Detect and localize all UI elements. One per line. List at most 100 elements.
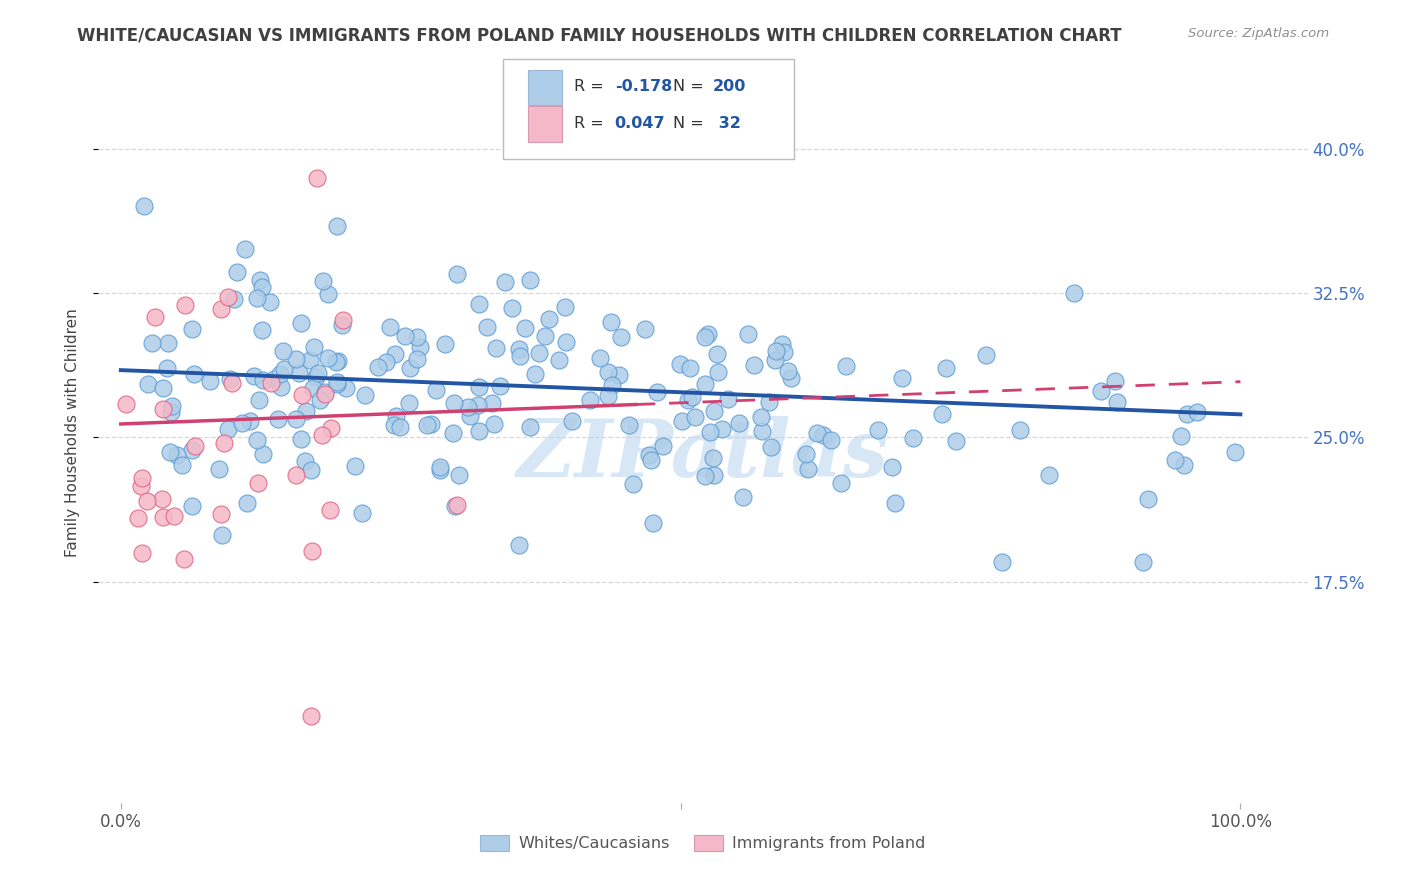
Point [429, 460, 451, 475]
Point [683, 410, 706, 425]
Point [115, 397, 138, 411]
Point [181, 322, 204, 336]
Point [129, 479, 152, 493]
Point [443, 499, 465, 513]
Point [304, 340, 326, 354]
Point [621, 476, 644, 491]
Point [163, 508, 186, 523]
Point [288, 366, 311, 380]
Point [166, 449, 188, 463]
Point [222, 292, 245, 306]
Point [252, 373, 274, 387]
Point [695, 468, 717, 483]
Point [239, 413, 262, 427]
Point [835, 359, 858, 373]
Point [494, 276, 516, 290]
Point [150, 491, 173, 506]
Point [813, 428, 835, 442]
Point [259, 295, 281, 310]
Point [728, 416, 751, 430]
Point [409, 340, 432, 354]
Point [1187, 405, 1209, 419]
Point [394, 329, 416, 343]
Point [290, 317, 312, 331]
Point [198, 374, 221, 388]
Point [974, 348, 997, 362]
Point [312, 274, 335, 288]
Point [249, 273, 271, 287]
Point [233, 242, 256, 256]
Point [519, 273, 541, 287]
Point [343, 458, 366, 473]
Point [600, 378, 623, 392]
Point [554, 300, 576, 314]
Point [141, 336, 163, 351]
Point [508, 538, 530, 552]
Point [751, 424, 773, 438]
Text: R =: R = [574, 116, 609, 130]
Point [308, 392, 330, 407]
Point [696, 327, 718, 342]
Point [246, 291, 269, 305]
Point [219, 371, 242, 385]
Point [217, 290, 239, 304]
Point [172, 458, 194, 473]
Point [305, 370, 328, 384]
Text: Source: ZipAtlas.com: Source: ZipAtlas.com [1188, 27, 1329, 40]
Point [866, 423, 889, 437]
Point [703, 404, 725, 418]
Point [156, 361, 179, 376]
Point [443, 396, 465, 410]
Point [484, 417, 506, 432]
Point [589, 351, 612, 365]
Point [1132, 556, 1154, 570]
Point [135, 494, 157, 508]
Point [703, 468, 725, 483]
Point [477, 320, 499, 334]
Point [619, 417, 641, 432]
Point [173, 298, 195, 312]
Point [508, 342, 530, 356]
Text: 0.047: 0.047 [614, 116, 665, 130]
Point [173, 551, 195, 566]
Point [127, 511, 149, 525]
Point [318, 287, 340, 301]
Text: -0.178: -0.178 [614, 79, 672, 95]
Point [380, 320, 402, 334]
Point [243, 369, 266, 384]
Point [319, 502, 342, 516]
Point [231, 416, 253, 430]
Point [1173, 458, 1195, 472]
Text: N =: N = [672, 79, 709, 95]
Point [131, 546, 153, 560]
Point [555, 335, 578, 350]
Point [441, 426, 464, 441]
Point [429, 463, 451, 477]
Point [260, 376, 283, 391]
Point [225, 265, 247, 279]
Point [208, 461, 231, 475]
Point [706, 365, 728, 379]
FancyBboxPatch shape [527, 106, 561, 142]
Point [467, 398, 489, 412]
Point [299, 709, 322, 723]
Point [236, 496, 259, 510]
Point [152, 402, 174, 417]
Point [183, 439, 205, 453]
Text: R =: R = [574, 79, 609, 95]
Point [270, 379, 292, 393]
Point [640, 453, 662, 467]
Point [301, 544, 323, 558]
Point [159, 445, 181, 459]
Point [152, 510, 174, 524]
Point [325, 375, 347, 389]
Point [596, 389, 619, 403]
Point [733, 490, 755, 504]
Point [468, 297, 491, 311]
Y-axis label: Family Households with Children: Family Households with Children [65, 309, 80, 557]
Point [131, 471, 153, 485]
Point [765, 343, 787, 358]
Point [513, 321, 536, 335]
Point [796, 462, 818, 476]
Point [1063, 286, 1085, 301]
